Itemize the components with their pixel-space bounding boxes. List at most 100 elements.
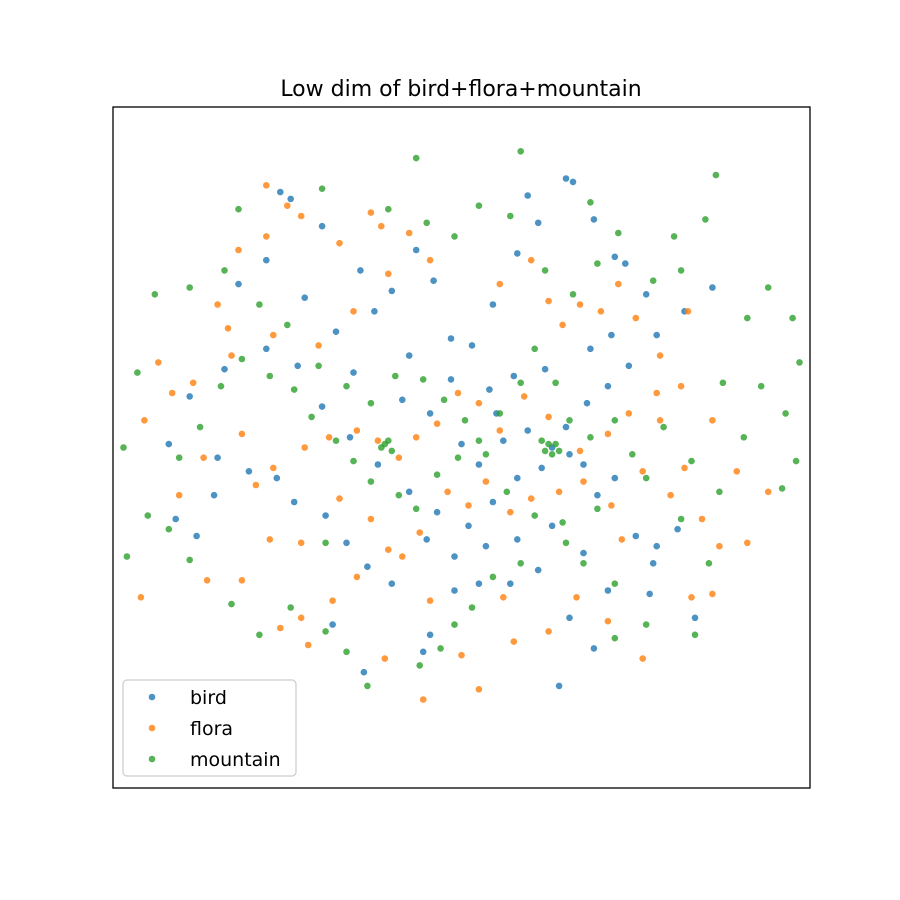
point-mountain-47 — [350, 457, 357, 465]
point-mountain-60 — [611, 417, 619, 424]
point-mountain-83 — [235, 205, 242, 213]
point-bird-40 — [343, 539, 350, 547]
point-bird-22 — [580, 461, 587, 468]
point-mountain-24 — [517, 560, 524, 567]
point-bird-15 — [541, 365, 549, 373]
point-bird-66 — [625, 362, 633, 370]
point-bird-9 — [590, 216, 598, 223]
point-mountain-44 — [290, 386, 298, 393]
point-flora-51 — [137, 594, 145, 601]
point-flora-50 — [175, 491, 183, 499]
point-mountain-46 — [332, 437, 340, 445]
point-flora-71 — [716, 542, 723, 550]
point-flora-83 — [426, 597, 434, 604]
point-bird-43 — [273, 474, 281, 482]
point-bird-30 — [646, 590, 653, 598]
point-mountain-10 — [757, 382, 765, 390]
series-mountain — [120, 148, 803, 690]
point-flora-91 — [500, 594, 507, 601]
point-flora-34 — [545, 413, 552, 421]
point-flora-66 — [580, 478, 587, 485]
point-mountain-45 — [308, 413, 315, 421]
point-flora-56 — [329, 597, 336, 604]
point-flora-47 — [252, 481, 260, 489]
point-mountain-88 — [475, 202, 483, 209]
point-mountain-27 — [451, 621, 458, 628]
point-mountain-70 — [419, 376, 427, 383]
point-mountain-11 — [719, 379, 727, 387]
scatter-points — [120, 148, 803, 703]
point-flora-15 — [155, 359, 162, 366]
point-mountain-23 — [562, 539, 570, 547]
point-mountain-65 — [531, 512, 538, 519]
point-bird-99 — [329, 621, 336, 628]
point-bird-54 — [318, 403, 326, 410]
point-mountain-8 — [789, 314, 796, 322]
point-mountain-4 — [702, 216, 709, 223]
point-mountain-93 — [649, 277, 657, 285]
legend-marker-flora — [148, 724, 156, 732]
point-mountain-100 — [378, 444, 385, 451]
point-bird-49 — [165, 440, 173, 448]
point-mountain-73 — [343, 382, 350, 390]
point-mountain-68 — [461, 417, 469, 424]
point-mountain-95 — [764, 284, 772, 291]
point-mountain-76 — [256, 301, 263, 308]
point-mountain-106 — [555, 447, 563, 455]
series-flora — [137, 182, 772, 703]
point-flora-87 — [297, 539, 305, 547]
point-mountain-34 — [256, 631, 263, 639]
point-bird-93 — [548, 522, 556, 530]
point-flora-35 — [520, 393, 528, 400]
point-mountain-3 — [615, 229, 622, 237]
point-mountain-85 — [385, 205, 392, 213]
point-mountain-17 — [677, 515, 685, 523]
point-flora-73 — [764, 488, 772, 496]
point-mountain-89 — [507, 212, 514, 220]
point-bird-65 — [604, 382, 612, 390]
point-mountain-19 — [691, 631, 699, 639]
point-mountain-59 — [587, 434, 594, 441]
point-bird-83 — [514, 250, 521, 257]
point-mountain-49 — [395, 491, 403, 499]
point-flora-80 — [510, 638, 518, 645]
point-bird-11 — [622, 260, 629, 267]
point-bird-60 — [489, 498, 497, 506]
point-mountain-25 — [489, 573, 497, 581]
point-flora-7 — [426, 256, 434, 264]
point-bird-47 — [193, 532, 200, 540]
point-mountain-105 — [385, 437, 392, 445]
point-flora-52 — [203, 577, 211, 584]
point-flora-77 — [618, 536, 626, 543]
point-bird-46 — [210, 491, 218, 499]
point-mountain-35 — [228, 600, 235, 608]
point-flora-17 — [214, 301, 221, 308]
legend-label-bird: bird — [190, 687, 227, 709]
point-mountain-52 — [454, 454, 462, 462]
point-mountain-37 — [165, 525, 173, 533]
point-mountain-21 — [611, 580, 619, 587]
point-bird-52 — [263, 345, 270, 353]
point-bird-23 — [611, 474, 619, 482]
point-bird-81 — [468, 342, 476, 349]
point-flora-92 — [604, 617, 612, 625]
point-flora-88 — [266, 536, 274, 543]
point-mountain-30 — [364, 682, 371, 690]
point-mountain-92 — [594, 260, 601, 267]
point-bird-48 — [172, 515, 179, 523]
point-mountain-53 — [475, 437, 483, 445]
point-mountain-50 — [412, 505, 420, 513]
point-mountain-94 — [677, 267, 685, 274]
point-mountain-90 — [541, 267, 549, 274]
point-flora-8 — [385, 270, 392, 278]
point-mountain-6 — [670, 233, 678, 240]
point-bird-19 — [524, 427, 531, 434]
point-flora-70 — [698, 515, 706, 523]
point-bird-87 — [350, 369, 357, 376]
point-flora-43 — [353, 427, 361, 434]
point-flora-89 — [381, 655, 389, 662]
point-mountain-74 — [315, 362, 322, 370]
point-mountain-102 — [545, 440, 552, 448]
point-flora-42 — [374, 437, 382, 445]
point-bird-64 — [583, 399, 591, 407]
